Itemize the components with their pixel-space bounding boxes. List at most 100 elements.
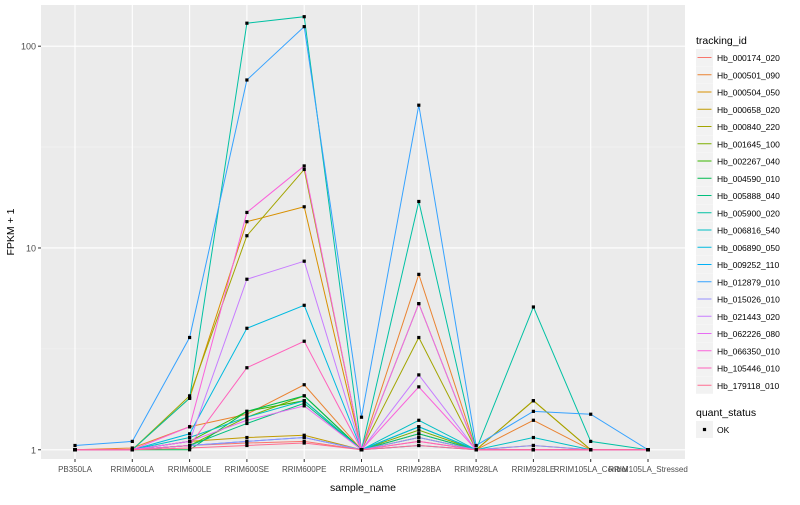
data-point bbox=[245, 78, 249, 82]
data-point bbox=[188, 448, 192, 452]
data-point bbox=[130, 446, 134, 450]
x-tick-label: RRIM928LA bbox=[454, 465, 498, 474]
data-point bbox=[417, 425, 421, 429]
legend-label-ok: OK bbox=[717, 425, 730, 435]
legend-label: Hb_000658_020 bbox=[717, 105, 780, 115]
data-point bbox=[417, 302, 421, 306]
data-point bbox=[245, 409, 249, 413]
x-tick-label: RRIM105LA_Stressed bbox=[608, 465, 688, 474]
legend-label: Hb_000501_090 bbox=[717, 70, 780, 80]
legend-title-tracking-id: tracking_id bbox=[696, 35, 747, 47]
x-tick-label: RRIM600LA bbox=[111, 465, 155, 474]
data-point bbox=[531, 448, 535, 452]
data-point bbox=[531, 305, 535, 309]
data-point bbox=[188, 335, 192, 340]
y-tick-label: 100 bbox=[21, 42, 36, 52]
data-point bbox=[245, 326, 249, 330]
data-point bbox=[245, 366, 249, 370]
x-tick-label: RRIM600PE bbox=[282, 465, 326, 474]
data-point bbox=[589, 412, 593, 416]
legend-label: Hb_004590_010 bbox=[717, 174, 780, 184]
data-point bbox=[531, 443, 535, 448]
data-point bbox=[302, 435, 306, 440]
data-point bbox=[417, 272, 421, 276]
data-point bbox=[245, 277, 249, 281]
data-point bbox=[417, 373, 421, 377]
data-point bbox=[417, 335, 421, 340]
data-point bbox=[417, 199, 421, 204]
legend-label: Hb_062226_080 bbox=[717, 329, 780, 339]
x-tick-label: RRIM600LE bbox=[168, 465, 212, 474]
data-point bbox=[188, 446, 192, 450]
series-points bbox=[73, 15, 650, 452]
data-point bbox=[188, 439, 192, 444]
legend-label: Hb_005888_040 bbox=[717, 191, 780, 201]
data-point bbox=[245, 415, 249, 419]
y-axis: 1 10 100 bbox=[21, 42, 41, 455]
legend-label: Hb_006890_050 bbox=[717, 243, 780, 253]
y-tick-label: 10 bbox=[26, 243, 36, 253]
data-point bbox=[417, 418, 421, 422]
data-point bbox=[245, 421, 249, 426]
data-point bbox=[302, 339, 306, 343]
data-point bbox=[302, 433, 306, 437]
data-point bbox=[417, 432, 421, 436]
legend-label: Hb_021443_020 bbox=[717, 312, 780, 322]
legend-label: Hb_001645_100 bbox=[717, 139, 780, 149]
data-point bbox=[73, 443, 77, 448]
data-point bbox=[245, 220, 249, 224]
data-point bbox=[417, 103, 421, 107]
data-point bbox=[302, 399, 306, 403]
legend-label: Hb_012879_010 bbox=[717, 277, 780, 287]
data-point bbox=[302, 259, 306, 263]
data-point bbox=[302, 394, 306, 398]
x-tick-label: RRIM928LE bbox=[512, 465, 556, 474]
x-axis: PB350LA RRIM600LA RRIM600LE RRIM600SE RRIM60… bbox=[58, 459, 688, 474]
legend-label: Hb_000174_020 bbox=[717, 53, 780, 63]
data-point bbox=[359, 415, 364, 419]
legend: tracking_id Hb_000174_020 Hb_000501_090 Hb… bbox=[696, 35, 780, 438]
data-point bbox=[245, 21, 249, 25]
data-point bbox=[188, 435, 192, 440]
data-point bbox=[417, 385, 421, 389]
x-tick-label: PB350LA bbox=[58, 465, 92, 474]
data-point bbox=[245, 418, 249, 422]
legend-label: Hb_105446_010 bbox=[717, 364, 780, 374]
data-point bbox=[73, 448, 77, 452]
data-point bbox=[474, 448, 478, 452]
data-point bbox=[417, 428, 421, 432]
data-point bbox=[646, 448, 650, 452]
x-tick-label: RRIM901LA bbox=[340, 465, 384, 474]
y-tick-label: 1 bbox=[31, 445, 36, 455]
data-point bbox=[188, 396, 192, 400]
data-point bbox=[531, 409, 535, 413]
data-point bbox=[302, 25, 306, 29]
data-point bbox=[531, 399, 535, 403]
grid-major bbox=[41, 5, 685, 459]
data-point bbox=[188, 425, 192, 429]
data-point bbox=[245, 439, 249, 444]
data-point bbox=[417, 443, 421, 448]
plot-panel bbox=[41, 5, 685, 459]
legend-label: Hb_015026_010 bbox=[717, 295, 780, 305]
data-point bbox=[302, 404, 306, 408]
data-point bbox=[302, 205, 306, 209]
legend-label: Hb_066350_010 bbox=[717, 346, 780, 356]
data-point bbox=[417, 435, 421, 440]
data-point bbox=[302, 401, 306, 405]
grid-minor bbox=[41, 146, 685, 350]
data-point bbox=[589, 439, 593, 444]
y-axis-title: FPKM + 1 bbox=[5, 208, 17, 255]
data-point bbox=[302, 167, 306, 172]
legend-point-ok bbox=[702, 427, 707, 432]
data-point bbox=[302, 164, 306, 168]
data-point bbox=[245, 443, 249, 448]
legend-label: Hb_005900_020 bbox=[717, 208, 780, 218]
data-point bbox=[245, 441, 249, 445]
data-point bbox=[302, 15, 306, 19]
x-tick-label: RRIM105LA_Control bbox=[554, 465, 628, 474]
legend-label: Hb_179118_010 bbox=[717, 381, 780, 391]
data-point bbox=[474, 443, 478, 448]
legend-label: Hb_006816_540 bbox=[717, 226, 780, 236]
